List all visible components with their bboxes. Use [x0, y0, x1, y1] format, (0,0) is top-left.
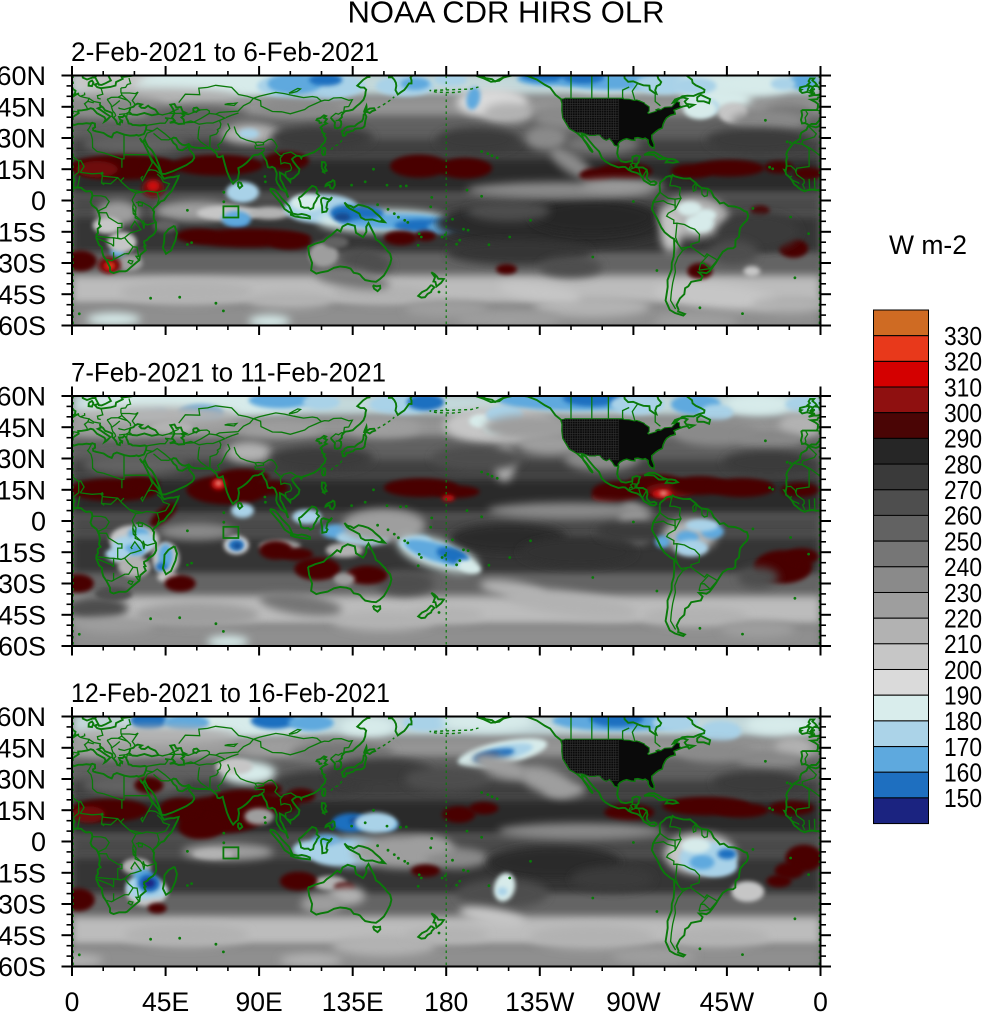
svg-text:15N: 15N	[0, 155, 46, 185]
svg-text:30N: 30N	[0, 444, 46, 474]
svg-text:0: 0	[65, 987, 80, 1014]
svg-text:250: 250	[944, 526, 982, 556]
svg-text:300: 300	[944, 398, 982, 428]
svg-text:220: 220	[944, 604, 982, 634]
svg-text:210: 210	[944, 629, 982, 659]
svg-text:170: 170	[944, 732, 982, 762]
svg-text:30N: 30N	[0, 765, 46, 795]
svg-text:0: 0	[31, 186, 46, 216]
svg-text:45S: 45S	[0, 921, 46, 951]
svg-text:190: 190	[944, 681, 982, 711]
svg-text:2-Feb-2021 to 6-Feb-2021: 2-Feb-2021 to 6-Feb-2021	[71, 37, 379, 67]
svg-text:30S: 30S	[0, 569, 46, 599]
svg-text:12-Feb-2021 to 16-Feb-2021: 12-Feb-2021 to 16-Feb-2021	[71, 678, 390, 708]
svg-text:45N: 45N	[0, 92, 46, 122]
svg-text:320: 320	[944, 347, 982, 377]
svg-text:310: 310	[944, 372, 982, 402]
svg-text:60S: 60S	[0, 311, 46, 341]
svg-text:290: 290	[944, 424, 982, 454]
svg-text:45S: 45S	[0, 600, 46, 630]
svg-text:NOAA CDR HIRS OLR: NOAA CDR HIRS OLR	[348, 0, 665, 30]
svg-text:180: 180	[424, 987, 468, 1014]
svg-text:90W: 90W	[606, 987, 661, 1014]
svg-text:45S: 45S	[0, 280, 46, 310]
svg-text:60S: 60S	[0, 632, 46, 662]
svg-text:260: 260	[944, 501, 982, 531]
svg-text:60N: 60N	[0, 61, 46, 91]
svg-text:240: 240	[944, 552, 982, 582]
svg-text:15S: 15S	[0, 538, 46, 568]
svg-text:135W: 135W	[505, 987, 574, 1014]
svg-text:45N: 45N	[0, 413, 46, 443]
svg-text:230: 230	[944, 578, 982, 608]
svg-text:60S: 60S	[0, 952, 46, 982]
svg-text:150: 150	[944, 783, 982, 813]
svg-text:30S: 30S	[0, 249, 46, 279]
svg-text:45W: 45W	[700, 987, 755, 1014]
svg-text:60N: 60N	[0, 382, 46, 412]
svg-text:90E: 90E	[236, 987, 283, 1014]
svg-text:135E: 135E	[322, 987, 384, 1014]
svg-text:15N: 15N	[0, 475, 46, 505]
svg-text:15N: 15N	[0, 796, 46, 826]
svg-text:15S: 15S	[0, 858, 46, 888]
svg-text:0: 0	[31, 827, 46, 857]
svg-text:180: 180	[944, 706, 982, 736]
svg-text:160: 160	[944, 758, 982, 788]
svg-text:30S: 30S	[0, 890, 46, 920]
svg-text:45E: 45E	[142, 987, 189, 1014]
svg-text:280: 280	[944, 449, 982, 479]
svg-text:270: 270	[944, 475, 982, 505]
svg-text:W m-2: W m-2	[889, 230, 967, 260]
svg-text:330: 330	[944, 321, 982, 351]
svg-text:60N: 60N	[0, 702, 46, 732]
svg-text:0: 0	[813, 987, 828, 1014]
svg-text:15S: 15S	[0, 217, 46, 247]
svg-text:0: 0	[31, 507, 46, 537]
svg-text:7-Feb-2021 to 11-Feb-2021: 7-Feb-2021 to 11-Feb-2021	[71, 358, 386, 388]
svg-text:45N: 45N	[0, 733, 46, 763]
svg-text:200: 200	[944, 655, 982, 685]
svg-text:30N: 30N	[0, 124, 46, 154]
